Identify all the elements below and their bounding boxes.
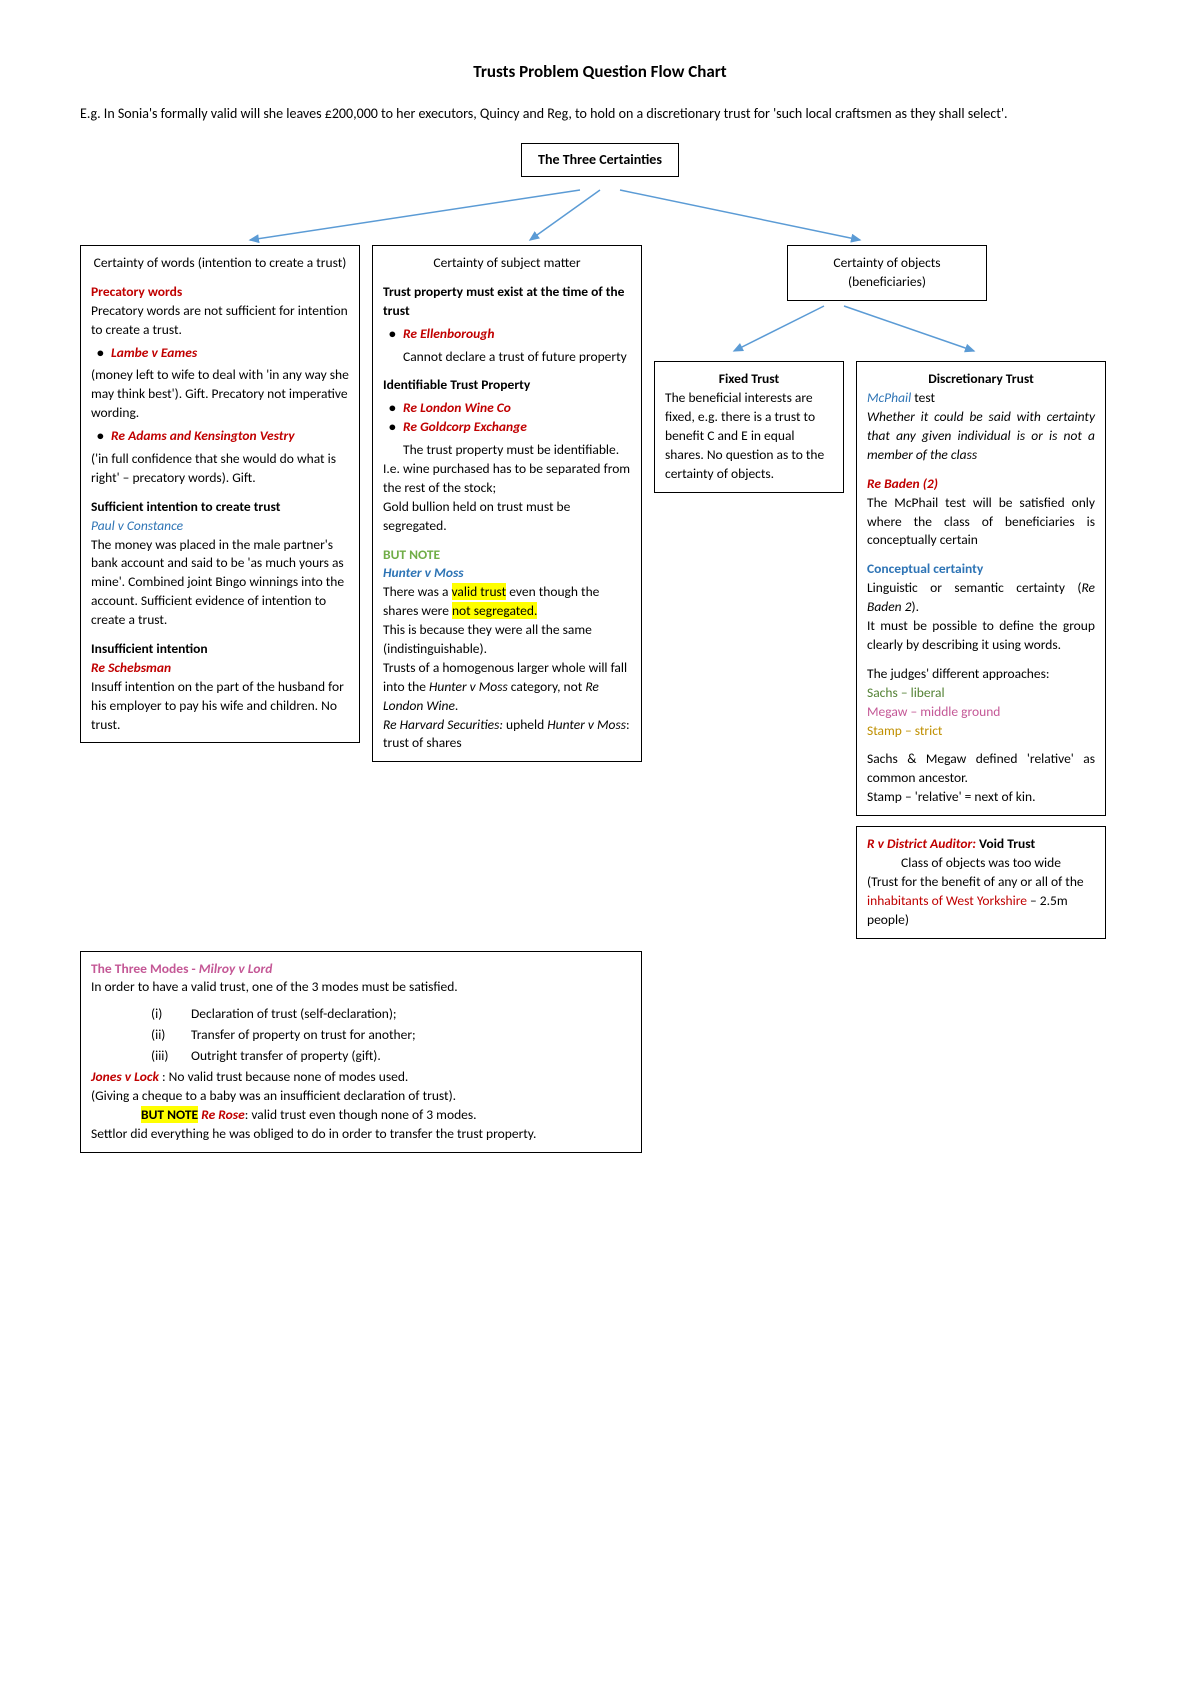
mode-3: (iii)Outright transfer of property (gift… xyxy=(151,1047,631,1066)
case-adams-text: ('in full confidence that she would do w… xyxy=(91,450,349,488)
mode-2: (ii)Transfer of property on trust for an… xyxy=(151,1026,631,1045)
tree-arrows-2 xyxy=(654,301,1104,356)
conceptual-heading: Conceptual certainty xyxy=(867,560,1095,579)
re-rose-line: BUT NOTE Re Rose: valid trust even thoug… xyxy=(91,1106,631,1125)
col-certainty-words: Certainty of words (intention to create … xyxy=(80,245,360,743)
intro-text: E.g. In Sonia's formally valid will she … xyxy=(80,104,1120,124)
modes-footer: Settlor did everything he was obliged to… xyxy=(91,1125,631,1144)
case-paul-text: The money was placed in the male partner… xyxy=(91,536,349,630)
box-district-auditor: R v District Auditor: Void Trust Class o… xyxy=(856,826,1106,938)
col2-heading: Certainty of subject matter xyxy=(383,254,631,273)
case-baden: Re Baden (2) xyxy=(867,475,1095,494)
identifiable-text3: Gold bullion held on trust must be segre… xyxy=(383,498,631,536)
insufficient-heading: Insufficient intention xyxy=(91,640,349,659)
mcphail-text: Whether it could be said with certainty … xyxy=(867,408,1095,465)
judge-sachs: Sachs – liberal xyxy=(867,684,1095,703)
case-ellenborough-text: Cannot declare a trust of future propert… xyxy=(383,348,631,367)
tree-arrows-1 xyxy=(100,185,1100,245)
but-note-1: BUT NOTE xyxy=(383,546,631,565)
modes-intro: In order to have a valid trust, one of t… xyxy=(91,978,631,997)
case-london-wine: Re London Wine Co xyxy=(403,399,511,416)
jones-lock-text: (Giving a cheque to a baby was an insuff… xyxy=(91,1087,631,1106)
hunter-line2: This is because they were all the same (… xyxy=(383,621,631,659)
exist-heading: Trust property must exist at the time of… xyxy=(383,283,631,321)
case-goldcorp: Re Goldcorp Exchange xyxy=(403,418,527,435)
mode-1: (i)Declaration of trust (self-declaratio… xyxy=(151,1005,631,1024)
case-schebsman: Re Schebsman xyxy=(91,659,349,678)
columns-row: Certainty of words (intention to create … xyxy=(80,245,1120,939)
judges-footer2: Stamp – 'relative' = next of kin. xyxy=(867,788,1095,807)
judge-megaw: Megaw – middle ground xyxy=(867,703,1095,722)
precatory-text: Precatory words are not sufficient for i… xyxy=(91,302,349,340)
page-title: Trusts Problem Question Flow Chart xyxy=(80,60,1120,84)
case-paul: Paul v Constance xyxy=(91,517,349,536)
baden-text: The McPhail test will be satisfied only … xyxy=(867,494,1095,551)
identifiable-text2: I.e. wine purchased has to be separated … xyxy=(383,460,631,498)
hunter-line4: Re Harvard Securities: upheld Hunter v M… xyxy=(383,716,631,754)
sufficient-heading: Sufficient intention to create trust xyxy=(91,498,349,517)
col34-heading: Certainty of objects (beneficiaries) xyxy=(787,245,987,301)
fixed-heading: Fixed Trust xyxy=(665,370,833,389)
modes-heading: The Three Modes - Milroy v Lord xyxy=(91,960,631,979)
identifiable-heading: Identifiable Trust Property xyxy=(383,376,631,395)
box-discretionary-trust: Discretionary Trust McPhail test Whether… xyxy=(856,361,1106,816)
hunter-line3: Trusts of a homogenous larger whole will… xyxy=(383,659,631,716)
case-ellenborough: Re Ellenborough xyxy=(403,325,495,342)
precatory-heading: Precatory words xyxy=(91,283,349,302)
case-lambe-text: (money left to wife to deal with 'in any… xyxy=(91,366,349,423)
auditor-heading: R v District Auditor: Void Trust xyxy=(867,835,1095,854)
disc-heading: Discretionary Trust xyxy=(867,370,1095,389)
case-hunter: Hunter v Moss xyxy=(383,564,631,583)
root-node: The Three Certainties xyxy=(521,143,679,177)
judges-footer1: Sachs & Megaw defined 'relative' as comm… xyxy=(867,750,1095,788)
case-adams: Re Adams and Kensington Vestry xyxy=(111,427,295,444)
hunter-line1: There was a valid trust even though the … xyxy=(383,583,631,621)
auditor-text2: (Trust for the benefit of any or all of … xyxy=(867,873,1095,930)
col1-heading: Certainty of words (intention to create … xyxy=(91,254,349,273)
box-fixed-trust: Fixed Trust The beneficial interests are… xyxy=(654,361,844,492)
identifiable-text1: The trust property must be identifiable. xyxy=(383,441,631,460)
mcphail-line: McPhail test xyxy=(867,389,1095,408)
auditor-text1: Class of objects was too wide xyxy=(867,854,1095,873)
judge-stamp: Stamp – strict xyxy=(867,722,1095,741)
conceptual-text2: It must be possible to define the group … xyxy=(867,617,1095,655)
conceptual-text1: Linguistic or semantic certainty (Re Bad… xyxy=(867,579,1095,617)
col-certainty-objects-wrap: Certainty of objects (beneficiaries) Fix… xyxy=(654,245,1120,939)
case-lambe: Lambe v Eames xyxy=(111,344,197,361)
box-three-modes: The Three Modes - Milroy v Lord In order… xyxy=(80,951,642,1153)
jones-lock-line: Jones v Lock : No valid trust because no… xyxy=(91,1068,631,1087)
case-schebsman-text: Insuff intention on the part of the husb… xyxy=(91,678,349,735)
fixed-text: The beneficial interests are fixed, e.g.… xyxy=(665,389,833,483)
col-certainty-subject: Certainty of subject matter Trust proper… xyxy=(372,245,642,762)
judges-approaches: The judges' different approaches: xyxy=(867,665,1095,684)
